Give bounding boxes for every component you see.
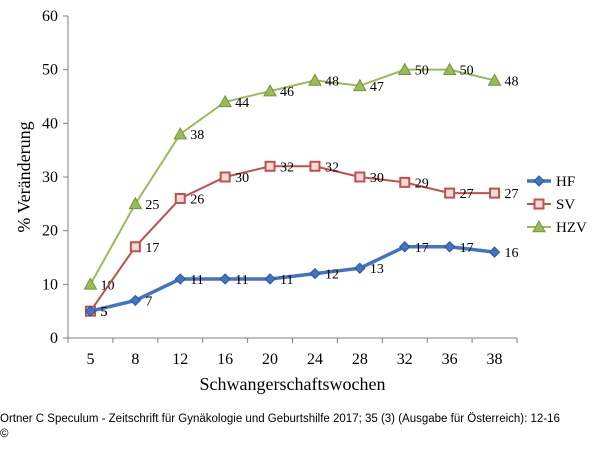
data-label-hzv: 50 [460,64,474,79]
legend-item-sv: SV [527,197,575,213]
data-label-sv: 29 [415,176,429,191]
data-point-sv [309,160,321,172]
data-point-hzv [397,62,412,75]
x-tick-label: 12 [172,351,188,368]
data-label-hf: 11 [280,273,293,288]
data-point-hf [354,262,366,274]
legend-swatch-marker [533,175,545,187]
copyright-mark: © [0,428,9,440]
data-label-hzv: 38 [190,128,204,143]
data-point-hf [264,273,276,285]
data-label-sv: 5 [100,305,107,320]
legend-label-sv: SV [556,197,575,213]
data-point-sv [489,187,501,199]
source-caption-line-1: Ortner C Speculum - Zeitschrift für Gynä… [0,413,560,425]
data-label-sv: 17 [145,241,159,256]
data-label-hf: 11 [235,273,248,288]
data-label-hf: 11 [190,273,203,288]
series-line-sv [89,165,495,312]
x-tick-label: 8 [131,351,139,368]
data-point-sv [264,160,276,172]
data-label-sv: 30 [235,171,249,186]
data-label-sv: 26 [190,192,204,207]
data-point-hf [399,241,411,253]
data-label-hf: 12 [325,268,339,283]
legend-item-hf: HF [527,174,575,190]
data-label-hzv: 48 [325,74,339,89]
data-point-sv [444,187,456,199]
y-tick-label: 30 [42,169,58,186]
data-point-sv [399,176,411,188]
legend: HF SV HZV [527,174,587,236]
data-label-hf: 17 [460,241,474,256]
data-label-hf: 17 [415,241,429,256]
x-tick-label: 36 [442,351,458,368]
data-label-hf: 16 [505,246,519,261]
data-point-hf [84,305,97,317]
x-axis-title: Schwangerschaftswochen [200,374,386,394]
y-tick-label: 50 [42,62,58,79]
data-point-sv [219,171,231,183]
data-label-hzv: 44 [235,96,249,111]
data-point-hf [309,267,321,280]
series-line-hf [90,245,495,313]
y-tick-label: 10 [42,276,58,293]
y-tick-label: 0 [50,330,58,347]
x-tick-label: 32 [397,351,413,368]
data-point-sv [129,241,141,253]
data-point-sv [174,192,186,204]
source-caption: Ortner C Speculum - Zeitschrift für Gynä… [0,412,600,442]
legend-item-hzv: HZV [527,219,587,236]
data-label-sv: 32 [325,160,339,175]
data-point-hzv [263,84,277,97]
data-label-sv: 27 [460,187,474,202]
data-label-sv: 27 [505,187,519,202]
data-label-sv: 32 [280,160,294,175]
data-label-hzv: 50 [415,64,429,79]
data-label-hf: 5 [100,305,107,320]
legend-swatch-marker [532,219,546,233]
data-point-hzv [308,73,322,86]
data-label-hf: 13 [370,262,384,277]
data-point-hf [488,246,501,258]
data-point-hzv [487,73,502,86]
data-point-hzv [353,78,367,92]
series-hf: 5 7 11 11 11 12 13 17 17 16 [84,241,519,320]
data-point-hzv [442,62,457,75]
legend-swatch-marker [533,198,545,210]
x-tick-label: 20 [262,351,278,368]
data-point-hzv [173,127,188,140]
y-tick-label: 60 [42,8,58,25]
data-label-hzv: 48 [505,74,519,89]
x-tick-label: 24 [307,351,323,368]
data-point-hzv [83,277,98,290]
data-label-hzv: 47 [370,80,384,95]
data-label-sv: 30 [370,171,384,186]
y-tick-label: 40 [42,115,58,132]
data-point-hzv [218,94,232,108]
y-tick-label: 20 [42,223,58,240]
series-line-hzv [89,68,495,285]
legend-label-hzv: HZV [556,220,587,236]
data-point-hf [174,273,186,285]
data-label-hzv: 46 [280,85,294,100]
x-tick-label: 28 [352,351,368,368]
data-point-sv [354,171,366,183]
series-sv: 5 17 26 30 32 32 30 29 27 27 [84,160,519,320]
data-point-hf [219,273,231,285]
data-label-hzv: 25 [145,198,159,213]
x-tick-label: 5 [86,351,94,368]
y-axis-title: % Veränderung [14,121,34,232]
data-point-hf [129,294,142,307]
data-point-hzv [128,196,143,210]
x-tick-label: 16 [217,351,233,368]
legend-label-hf: HF [556,174,575,190]
x-tick-label: 38 [487,351,503,368]
data-label-hf: 7 [145,294,152,309]
data-point-hf [443,241,456,253]
